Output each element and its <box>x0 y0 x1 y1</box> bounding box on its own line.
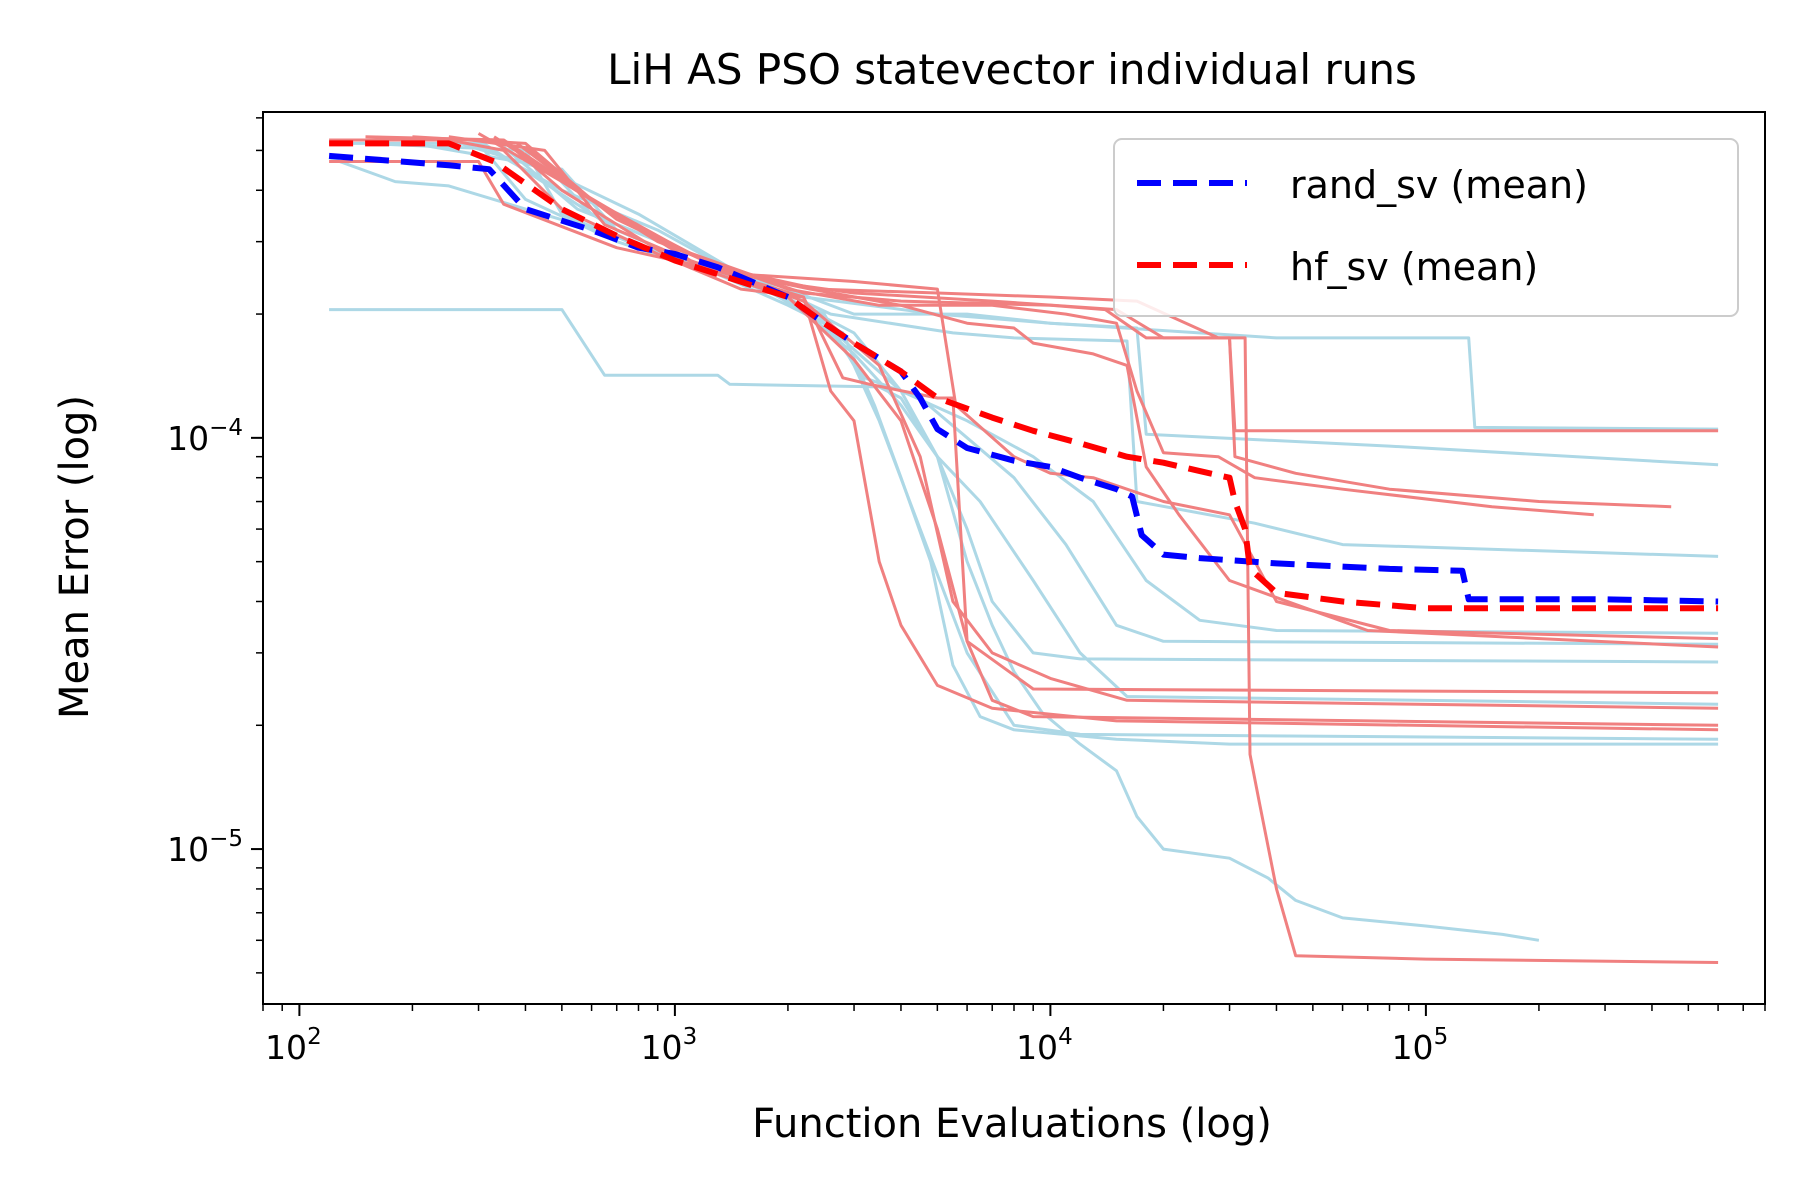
series-layer <box>328 132 1719 964</box>
y-axis: 10−410−5 <box>167 117 263 974</box>
hf-run-line-10 <box>524 145 1719 433</box>
hf-run-line-2 <box>329 160 1719 732</box>
y-axis-label: Mean Error (log) <box>52 395 98 719</box>
legend-box <box>1113 138 1739 317</box>
hf-run-line-1 <box>329 138 1719 727</box>
chart-title: LiH AS PSO statevector individual runs <box>607 45 1417 94</box>
rand-run-line-7 <box>477 142 1719 635</box>
hf-mean-line <box>329 140 1719 612</box>
y-tick-label: 10−4 <box>167 415 243 458</box>
x-tick-label: 104 <box>1016 1024 1073 1067</box>
legend-label-hf-mean: hf_sv (mean) <box>1290 245 1538 289</box>
legend: rand_sv (mean) hf_sv (mean) <box>1113 138 1739 317</box>
rand-mean-line <box>328 152 1719 605</box>
rand-run-line-1 <box>328 156 1719 746</box>
hf-run-line-3 <box>365 135 1719 695</box>
legend-label-rand-mean: rand_sv (mean) <box>1290 163 1588 207</box>
x-axis-label: Function Evaluations (log) <box>752 1101 1272 1147</box>
